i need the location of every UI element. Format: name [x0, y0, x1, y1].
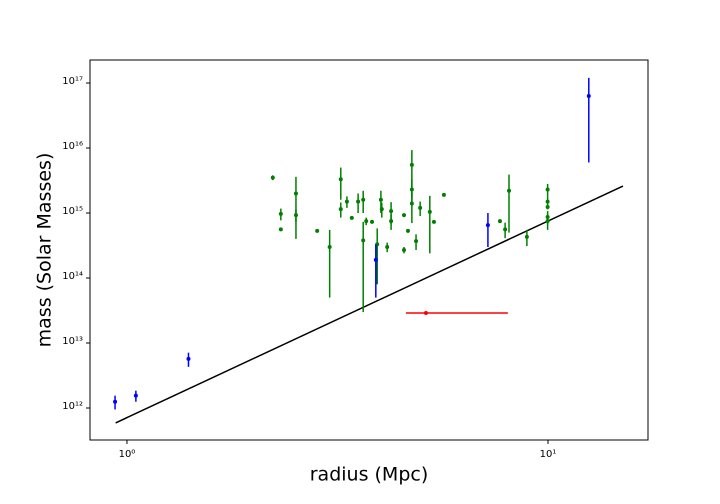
point: [414, 239, 419, 244]
fit-line: [115, 185, 624, 424]
point: [113, 399, 118, 404]
point: [327, 245, 332, 250]
point: [405, 228, 410, 233]
point: [389, 219, 394, 224]
point: [545, 187, 550, 192]
point: [545, 204, 550, 209]
y-tick-label: 10¹²: [62, 401, 83, 412]
point: [441, 192, 446, 197]
point: [385, 245, 390, 250]
point: [485, 223, 490, 228]
point: [409, 201, 414, 206]
point: [409, 187, 414, 192]
point: [293, 213, 298, 218]
point: [503, 227, 508, 232]
point: [338, 207, 343, 212]
point: [545, 199, 550, 204]
point: [293, 191, 298, 196]
y-axis-label: mass (Solar Masses): [34, 153, 56, 348]
point: [409, 162, 414, 167]
y-tick-label: 10¹⁵: [62, 206, 83, 217]
point: [524, 234, 529, 239]
y-tick-label: 10¹⁷: [62, 76, 83, 87]
point: [373, 257, 378, 262]
point: [497, 219, 502, 224]
point: [545, 219, 550, 224]
point: [507, 188, 512, 193]
point: [349, 215, 354, 220]
point: [278, 211, 283, 216]
point: [338, 177, 343, 182]
point: [344, 199, 349, 204]
point: [418, 205, 423, 210]
point: [401, 213, 406, 218]
y-tick-label: 10¹⁴: [62, 271, 83, 282]
point: [370, 219, 375, 224]
point: [423, 310, 428, 315]
y-tick-label: 10¹³: [62, 336, 83, 347]
plot-frame: [89, 59, 649, 441]
point: [278, 227, 283, 232]
point: [356, 199, 361, 204]
y-tick-label: 10¹⁶: [62, 141, 83, 152]
point: [186, 356, 191, 361]
x-axis-label: radius (Mpc): [310, 464, 429, 486]
point: [431, 219, 436, 224]
point: [270, 175, 275, 180]
x-tick-label: 10¹: [540, 449, 557, 460]
point: [379, 207, 384, 212]
point: [401, 247, 406, 252]
point: [364, 219, 369, 224]
point: [133, 393, 138, 398]
point: [361, 197, 366, 202]
point: [586, 94, 591, 99]
point: [315, 228, 320, 233]
point: [427, 209, 432, 214]
point: [389, 209, 394, 214]
point: [361, 238, 366, 243]
x-tick-label: 10⁰: [119, 449, 136, 460]
point: [378, 197, 383, 202]
